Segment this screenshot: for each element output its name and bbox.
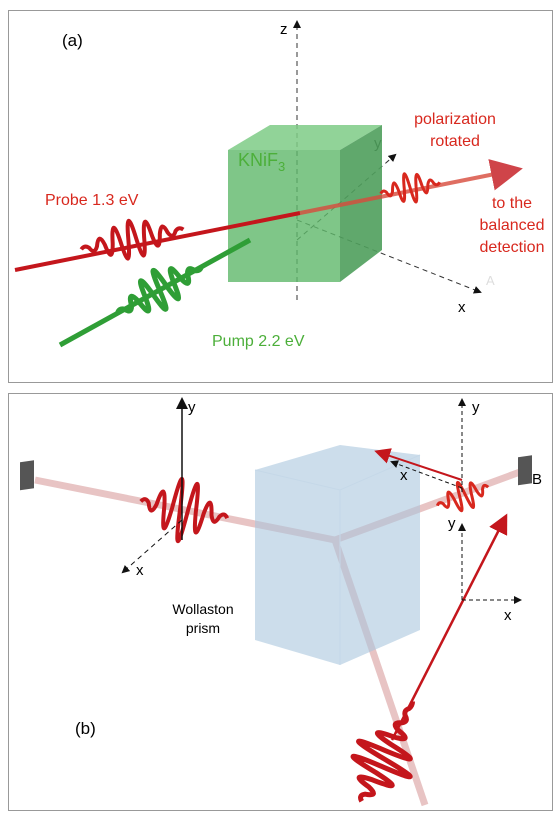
detection-label: detection — [480, 239, 545, 256]
marker-label: A — [486, 273, 495, 288]
axis-label: x — [136, 562, 144, 579]
pump-label: Pump 2.2 eV — [212, 333, 305, 350]
panel-label: (a) — [62, 31, 83, 50]
panel-label: (b) — [75, 719, 96, 738]
crystal — [228, 125, 382, 282]
detector — [20, 460, 34, 490]
axis-label: x — [458, 299, 466, 316]
prism — [255, 445, 420, 665]
output-label: polarization — [414, 111, 496, 128]
panel-a: (a) z y x KNiF3 Probe 1.3 eV Pump 2.2 eV… — [9, 11, 553, 383]
prism-label: Wollaston — [172, 601, 233, 617]
detector — [518, 455, 532, 485]
axis-label: x — [400, 467, 408, 484]
panel-b: B y x y x y x Wollaston prism (b) — [9, 394, 553, 812]
probe-label: Probe 1.3 eV — [45, 192, 139, 209]
axis-label: z — [280, 21, 288, 38]
detection-label: to the — [492, 195, 532, 212]
axis-label: y — [448, 515, 456, 532]
output-label: rotated — [430, 133, 480, 150]
detector-label: B — [532, 471, 542, 488]
axis-label: x — [504, 607, 512, 624]
axis-label: y — [472, 399, 480, 416]
prism-label: prism — [186, 620, 220, 636]
detection-label: balanced — [480, 217, 545, 234]
figure: (a) z y x KNiF3 Probe 1.3 eV Pump 2.2 eV… — [0, 0, 553, 811]
axis-label: y — [188, 399, 196, 416]
